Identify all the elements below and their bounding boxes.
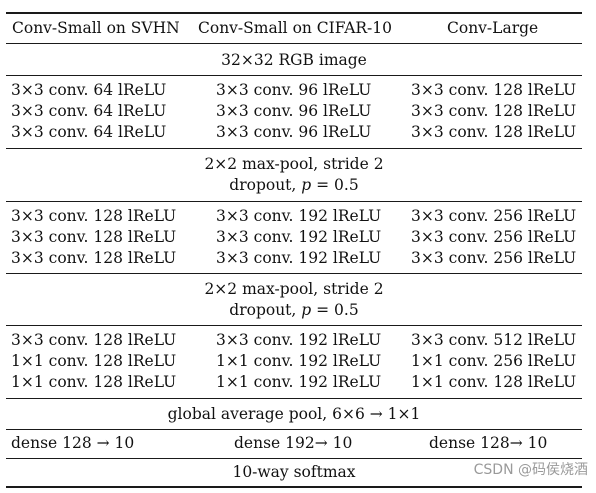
dense-c2: dense 192→ 10	[234, 434, 353, 452]
block2-r2-c3: 3×3 conv. 256 lReLU	[411, 228, 577, 246]
pool1-line2: dropout, p = 0.5	[229, 176, 359, 194]
dense-c3: dense 128→ 10	[429, 434, 548, 452]
block1-r3-c3: 3×3 conv. 128 lReLU	[411, 123, 577, 141]
header-cifar10: Conv-Small on CIFAR-10	[198, 19, 393, 37]
block2-r1-c2: 3×3 conv. 192 lReLU	[216, 207, 382, 225]
block1-r2-c3: 3×3 conv. 128 lReLU	[411, 102, 577, 120]
block2-r3-c3: 3×3 conv. 256 lReLU	[411, 249, 577, 267]
pool2-line2: dropout, p = 0.5	[229, 301, 359, 319]
bottom-rule	[6, 486, 582, 488]
header-conv-large: Conv-Large	[447, 19, 539, 37]
input-rule	[6, 75, 582, 76]
dense-rule	[6, 458, 582, 459]
header-svhn: Conv-Small on SVHN	[12, 19, 180, 37]
block3-r3-c3: 1×1 conv. 128 lReLU	[411, 373, 577, 391]
gap-rule	[6, 429, 582, 430]
block1-r1-c1: 3×3 conv. 64 lReLU	[11, 81, 167, 99]
block1-r2-c1: 3×3 conv. 64 lReLU	[11, 102, 167, 120]
block3-r1-c2: 3×3 conv. 192 lReLU	[216, 331, 382, 349]
block1-r3-c2: 3×3 conv. 96 lReLU	[216, 123, 372, 141]
pool2-rule	[6, 325, 582, 326]
pool1-line1: 2×2 max-pool, stride 2	[204, 155, 384, 173]
block1-r3-c1: 3×3 conv. 64 lReLU	[11, 123, 167, 141]
block2-r1-c1: 3×3 conv. 128 lReLU	[11, 207, 177, 225]
block2-r2-c2: 3×3 conv. 192 lReLU	[216, 228, 382, 246]
block2-r3-c1: 3×3 conv. 128 lReLU	[11, 249, 177, 267]
block3-r1-c3: 3×3 conv. 512 lReLU	[411, 331, 577, 349]
top-rule	[6, 12, 582, 14]
block3-rule	[6, 398, 582, 399]
block3-r1-c1: 3×3 conv. 128 lReLU	[11, 331, 177, 349]
block3-r2-c2: 1×1 conv. 192 lReLU	[216, 352, 382, 370]
block1-r1-c3: 3×3 conv. 128 lReLU	[411, 81, 577, 99]
header-rule	[6, 43, 582, 44]
gap-row: global average pool, 6×6 → 1×1	[167, 405, 421, 423]
pool1-rule	[6, 201, 582, 202]
input-row: 32×32 RGB image	[221, 51, 367, 69]
block2-r2-c1: 3×3 conv. 128 lReLU	[11, 228, 177, 246]
dense-c1: dense 128 → 10	[11, 434, 135, 452]
block3-r2-c1: 1×1 conv. 128 lReLU	[11, 352, 177, 370]
csdn-watermark: CSDN @码侯烧酒	[473, 462, 588, 478]
softmax-row: 10-way softmax	[232, 463, 356, 481]
block1-rule	[6, 148, 582, 149]
block2-r3-c2: 3×3 conv. 192 lReLU	[216, 249, 382, 267]
block2-rule	[6, 273, 582, 274]
block2-r1-c3: 3×3 conv. 256 lReLU	[411, 207, 577, 225]
block1-r2-c2: 3×3 conv. 96 lReLU	[216, 102, 372, 120]
block3-r3-c1: 1×1 conv. 128 lReLU	[11, 373, 177, 391]
pool2-line1: 2×2 max-pool, stride 2	[204, 280, 384, 298]
block3-r2-c3: 1×1 conv. 256 lReLU	[411, 352, 577, 370]
block1-r1-c2: 3×3 conv. 96 lReLU	[216, 81, 372, 99]
block3-r3-c2: 1×1 conv. 192 lReLU	[216, 373, 382, 391]
